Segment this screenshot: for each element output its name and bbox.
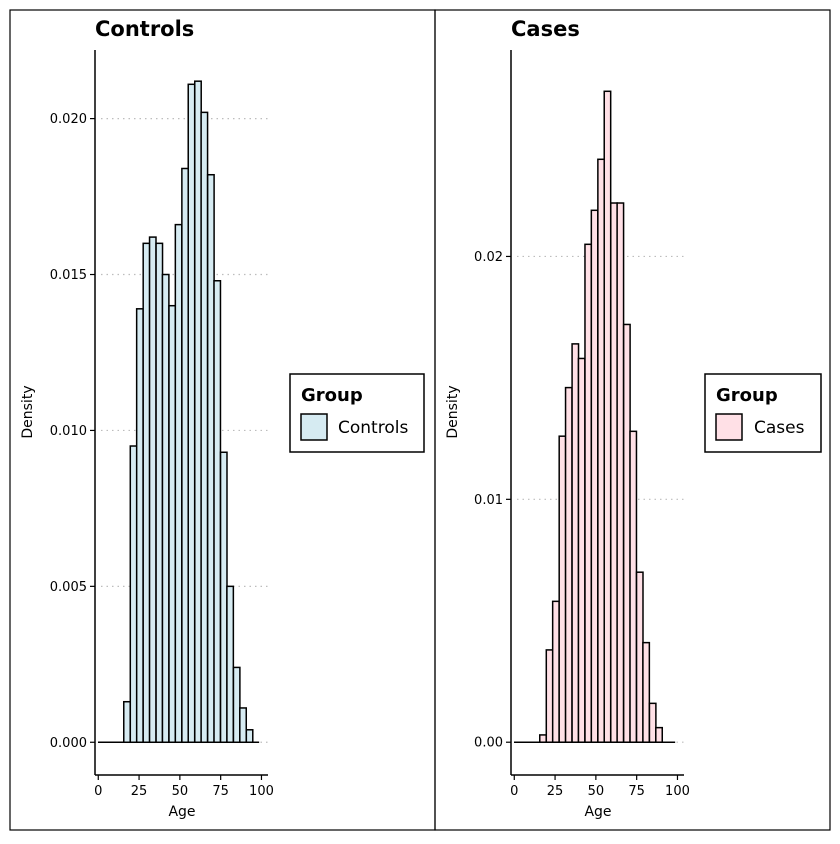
histogram-bar bbox=[219, 451, 228, 744]
chart-title: Cases bbox=[511, 17, 580, 41]
legend-title: Group bbox=[301, 385, 363, 406]
legend-swatch bbox=[300, 413, 328, 441]
y-tick-label: 0.000 bbox=[50, 736, 87, 751]
histogram-bar bbox=[232, 666, 241, 744]
histogram-bar bbox=[603, 90, 612, 743]
histogram-bar bbox=[161, 273, 170, 744]
histogram-bar bbox=[174, 223, 183, 744]
y-tick-labels: 0.00 0.01 0.02 bbox=[474, 250, 503, 751]
histogram-bar bbox=[610, 202, 618, 743]
x-tick-label: 25 bbox=[547, 784, 564, 799]
histogram-bar bbox=[539, 734, 547, 743]
histogram-bar bbox=[558, 435, 567, 743]
cases-panel-border bbox=[434, 9, 831, 831]
y-tick-label: 0.005 bbox=[50, 580, 87, 595]
histogram-bar bbox=[123, 700, 131, 744]
histogram-bar bbox=[545, 649, 554, 743]
axes bbox=[506, 50, 684, 780]
x-tick-labels: 0 25 50 75 100 bbox=[510, 784, 690, 799]
bars bbox=[97, 80, 260, 744]
controls-panel: Controls 0.000 0.005 0.010 0.015 0.020 0 25 50… bbox=[20, 17, 425, 820]
bars bbox=[513, 90, 676, 743]
x-tick-label: 0 bbox=[94, 784, 102, 799]
histogram-bar bbox=[245, 729, 254, 744]
y-tick-label: 0.00 bbox=[474, 736, 503, 751]
y-tick-label: 0.020 bbox=[50, 112, 87, 127]
histogram-bar bbox=[181, 167, 190, 744]
histogram-bar bbox=[155, 242, 164, 744]
histogram-bar bbox=[590, 209, 599, 743]
histogram-bar bbox=[564, 386, 573, 743]
histogram-bar bbox=[187, 83, 196, 744]
legend-swatch bbox=[715, 413, 743, 441]
x-tick-label: 0 bbox=[510, 784, 518, 799]
y-tick-label: 0.010 bbox=[50, 424, 87, 439]
x-tick-labels: 0 25 50 75 100 bbox=[94, 784, 274, 799]
histogram-bar bbox=[142, 242, 151, 744]
histogram-bar bbox=[622, 323, 631, 743]
chart-title: Controls bbox=[95, 17, 194, 41]
x-tick-label: 100 bbox=[665, 784, 690, 799]
x-tick-label: 50 bbox=[172, 784, 189, 799]
x-axis-label: Age bbox=[168, 804, 195, 820]
y-tick-labels: 0.000 0.005 0.010 0.015 0.020 bbox=[50, 112, 87, 751]
y-axis-label: Density bbox=[445, 385, 461, 438]
legend-entry: Cases bbox=[754, 418, 805, 438]
histogram-bar bbox=[194, 80, 202, 744]
histogram-bar bbox=[213, 280, 222, 744]
histogram-bar bbox=[129, 445, 138, 744]
histogram-bar bbox=[551, 600, 560, 743]
histogram-bar bbox=[200, 111, 209, 744]
histogram-bar bbox=[226, 585, 235, 744]
histogram-bar bbox=[148, 236, 157, 744]
x-tick-label: 50 bbox=[588, 784, 605, 799]
histogram-bar bbox=[655, 726, 664, 743]
legend: Group Cases bbox=[704, 373, 822, 453]
histogram-bar bbox=[635, 571, 644, 743]
histogram-bar bbox=[206, 173, 215, 744]
histogram-bar bbox=[239, 707, 248, 744]
axes bbox=[90, 50, 268, 780]
legend-entry: Controls bbox=[338, 418, 408, 438]
x-tick-label: 75 bbox=[212, 784, 229, 799]
cases-panel: Cases 0.00 0.01 0.02 0 25 50 75 100 Age Densit… bbox=[445, 17, 822, 820]
x-axis-label: Age bbox=[584, 804, 611, 820]
y-tick-label: 0.02 bbox=[474, 250, 503, 265]
histogram-bar bbox=[597, 158, 606, 743]
histogram-bar bbox=[135, 308, 144, 744]
legend: Group Controls bbox=[289, 373, 425, 453]
x-tick-label: 25 bbox=[131, 784, 148, 799]
histogram-bar bbox=[616, 202, 625, 743]
histogram-bar bbox=[571, 343, 580, 743]
y-tick-label: 0.01 bbox=[474, 493, 503, 508]
histogram-bar bbox=[577, 357, 586, 743]
histogram-bar bbox=[168, 304, 177, 744]
y-tick-label: 0.015 bbox=[50, 268, 87, 283]
legend-title: Group bbox=[716, 385, 778, 406]
histogram-bar bbox=[584, 243, 593, 743]
histogram-bar bbox=[629, 430, 638, 743]
histogram-bar bbox=[642, 641, 651, 743]
y-axis-label: Density bbox=[20, 385, 36, 438]
x-tick-label: 100 bbox=[249, 784, 274, 799]
histogram-bar bbox=[648, 702, 657, 743]
x-tick-label: 75 bbox=[628, 784, 645, 799]
